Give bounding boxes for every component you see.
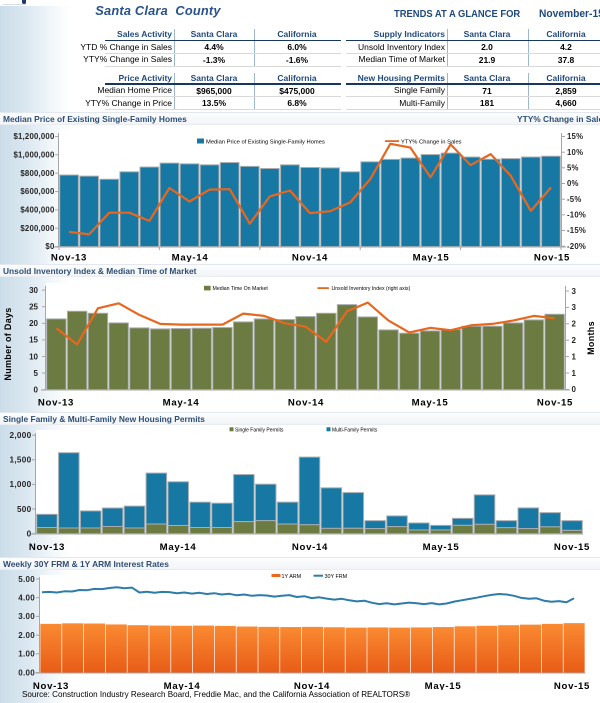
- svg-text:0: 0: [572, 385, 577, 394]
- svg-text:Nov-13: Nov-13: [38, 398, 74, 409]
- svg-text:10: 10: [29, 352, 38, 361]
- svg-text:Nov-14: Nov-14: [292, 253, 328, 263]
- svg-text:Nov-13: Nov-13: [33, 681, 69, 690]
- svg-text:500: 500: [17, 505, 32, 514]
- svg-text:30Y FRM: 30Y FRM: [325, 574, 348, 580]
- svg-text:2: 2: [572, 320, 577, 329]
- svg-text:3: 3: [572, 287, 577, 296]
- svg-text:-15%: -15%: [567, 226, 586, 235]
- svg-text:15: 15: [29, 336, 38, 345]
- svg-text:May-15: May-15: [413, 253, 450, 263]
- svg-text:-5%: -5%: [567, 195, 581, 204]
- svg-text:2.00: 2.00: [18, 631, 35, 640]
- svg-text:Nov-15: Nov-15: [534, 253, 570, 263]
- svg-text:10%: 10%: [567, 148, 583, 157]
- svg-text:1,500: 1,500: [10, 456, 32, 465]
- svg-text:0%: 0%: [567, 179, 579, 188]
- svg-text:May-14: May-14: [163, 398, 200, 409]
- svg-text:1,000: 1,000: [10, 480, 32, 489]
- svg-text:2,000: 2,000: [10, 431, 32, 440]
- svg-text:May-15: May-15: [412, 398, 449, 409]
- svg-text:Median Price of Existing Singl: Median Price of Existing Single-Family H…: [206, 139, 325, 145]
- svg-text:$1,000,000: $1,000,000: [13, 150, 54, 159]
- svg-text:Months: Months: [586, 321, 596, 355]
- svg-text:$600,000: $600,000: [20, 187, 55, 196]
- svg-text:0.00: 0.00: [18, 668, 35, 677]
- svg-text:Number of Days: Number of Days: [3, 307, 13, 380]
- svg-text:15%: 15%: [567, 132, 583, 141]
- svg-text:25: 25: [29, 303, 38, 312]
- svg-text:5.00: 5.00: [18, 575, 35, 584]
- svg-text:30: 30: [29, 286, 38, 295]
- svg-text:Multi-Family Permits: Multi-Family Permits: [332, 427, 378, 433]
- svg-text:-10%: -10%: [567, 210, 586, 219]
- svg-text:Median Time On Market: Median Time On Market: [213, 286, 269, 292]
- svg-text:$800,000: $800,000: [20, 169, 55, 178]
- svg-text:Nov-13: Nov-13: [29, 542, 65, 553]
- svg-text:1Y ARM: 1Y ARM: [282, 574, 302, 580]
- svg-text:May-14: May-14: [164, 681, 201, 690]
- svg-text:1.00: 1.00: [18, 650, 35, 659]
- svg-text:$1,200,000: $1,200,000: [13, 132, 54, 141]
- svg-text:2: 2: [572, 336, 577, 345]
- svg-text:5%: 5%: [567, 163, 579, 172]
- svg-text:Single Family Permits: Single Family Permits: [235, 427, 284, 433]
- svg-text:May-14: May-14: [172, 253, 209, 263]
- svg-text:Nov-15: Nov-15: [554, 681, 590, 690]
- svg-text:Nov-14: Nov-14: [288, 398, 324, 409]
- svg-text:Nov-15: Nov-15: [537, 398, 573, 409]
- svg-text:Nov-15: Nov-15: [554, 542, 590, 553]
- svg-text:Nov-14: Nov-14: [294, 681, 330, 690]
- svg-text:20: 20: [29, 319, 38, 328]
- svg-text:0: 0: [27, 529, 32, 538]
- svg-text:YTY% Change in Sales: YTY% Change in Sales: [401, 139, 462, 145]
- svg-text:May-15: May-15: [425, 681, 462, 690]
- svg-text:May-14: May-14: [160, 542, 197, 553]
- svg-text:May-15: May-15: [423, 542, 460, 553]
- svg-text:0: 0: [34, 386, 39, 395]
- svg-text:1: 1: [572, 369, 577, 378]
- svg-text:4.00: 4.00: [18, 594, 35, 603]
- svg-text:-20%: -20%: [567, 242, 586, 251]
- svg-text:$400,000: $400,000: [20, 206, 55, 215]
- svg-text:3: 3: [572, 303, 577, 312]
- svg-text:$200,000: $200,000: [20, 224, 55, 233]
- svg-text:5: 5: [34, 369, 39, 378]
- svg-text:$0: $0: [45, 242, 55, 251]
- svg-text:1: 1: [572, 352, 577, 361]
- svg-text:3.00: 3.00: [18, 612, 35, 621]
- svg-text:Nov-14: Nov-14: [292, 542, 328, 553]
- svg-text:Nov-13: Nov-13: [51, 253, 87, 263]
- svg-text:Unsold Inventory Index (right: Unsold Inventory Index (right axis): [332, 286, 411, 292]
